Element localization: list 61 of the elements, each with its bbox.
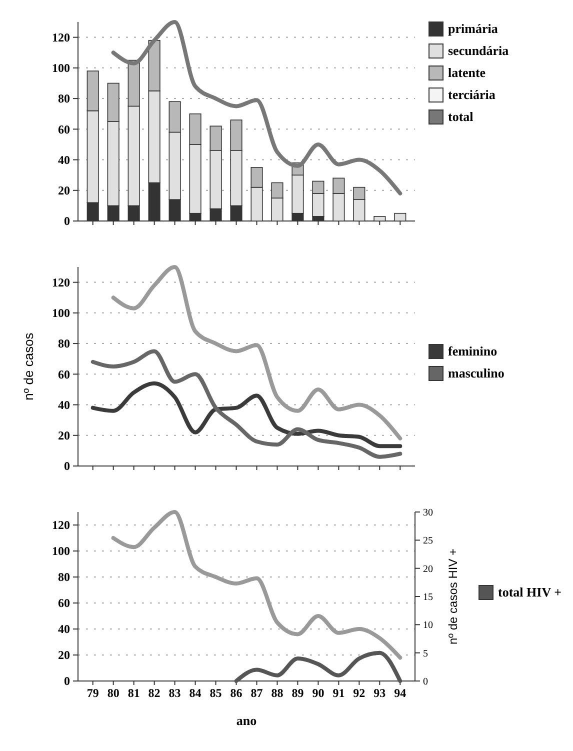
- line-series: [111, 20, 402, 196]
- y2-tick-label: 30: [423, 508, 433, 518]
- y-tick-label: 120: [52, 30, 70, 45]
- legend-label: masculino: [448, 366, 504, 380]
- y-tick-label: 80: [58, 92, 70, 106]
- y-tick-label: 80: [58, 336, 70, 351]
- y-tick-label: 120: [52, 276, 70, 290]
- y-tick-label: 0: [64, 459, 70, 474]
- y2-tick-label: 5: [423, 648, 428, 660]
- line-series: [90, 349, 402, 459]
- y-axis-title: nº de casos: [21, 332, 36, 400]
- y-tick-label: 60: [58, 367, 70, 382]
- x-tick-label: 86: [230, 686, 242, 700]
- x-tick-label: 89: [292, 686, 304, 700]
- x-tick-label: 87: [250, 686, 263, 700]
- legend-label: terciária: [448, 87, 496, 102]
- y-tick-label: 0: [64, 214, 70, 228]
- x-tick-label: 93: [374, 686, 386, 700]
- y-tick-label: 100: [52, 61, 70, 76]
- y-tick-label: 40: [58, 398, 70, 412]
- line-series: [111, 265, 402, 440]
- y2-tick-label: 10: [423, 620, 433, 632]
- y2-tick-label: 15: [423, 592, 433, 603]
- x-tick-label: 92: [353, 686, 366, 700]
- y2-tick-label: 20: [423, 564, 433, 575]
- x-tick-label: 90: [312, 686, 324, 700]
- x-tick-label: 81: [128, 686, 140, 700]
- legend-label: secundária: [448, 43, 510, 58]
- y-tick-label: 60: [58, 596, 70, 610]
- y2-tick-label: 25: [423, 536, 433, 547]
- y-tick-label: 80: [58, 570, 70, 584]
- y-tick-label: 20: [58, 428, 70, 443]
- x-axis-title: ano: [236, 713, 257, 728]
- legend-label: latente: [448, 65, 486, 80]
- line-series: [90, 381, 402, 448]
- x-tick-label: 85: [210, 686, 222, 700]
- x-tick-label: 80: [107, 686, 120, 700]
- y-tick-label: 20: [58, 648, 70, 662]
- legend-label: feminino: [448, 344, 498, 358]
- legend-label: total HIV +: [498, 584, 562, 600]
- y-tick-label: 0: [64, 674, 70, 688]
- x-tick-label: 83: [168, 686, 181, 700]
- x-tick-label: 94: [394, 686, 406, 700]
- x-tick-label: 79: [86, 686, 99, 700]
- y-tick-label: 20: [58, 184, 70, 198]
- y-tick-label: 120: [52, 518, 70, 532]
- x-tick-label: 84: [189, 686, 202, 700]
- y2-axis-title: nº de casos HIV +: [446, 548, 460, 645]
- y2-tick-label: 0: [423, 676, 428, 688]
- x-tick-label: 91: [332, 686, 345, 700]
- line-series: [234, 650, 402, 683]
- x-tick-label: 88: [271, 686, 284, 700]
- y-tick-label: 40: [58, 152, 70, 167]
- y-tick-label: 100: [52, 544, 70, 558]
- legend-label: primária: [448, 21, 498, 36]
- y-tick-label: 40: [58, 622, 70, 636]
- legend-label: total: [448, 109, 474, 124]
- x-tick-label: 82: [148, 686, 160, 700]
- line-series: [111, 510, 402, 660]
- y-tick-label: 60: [58, 122, 70, 136]
- y-tick-label: 100: [52, 306, 70, 320]
